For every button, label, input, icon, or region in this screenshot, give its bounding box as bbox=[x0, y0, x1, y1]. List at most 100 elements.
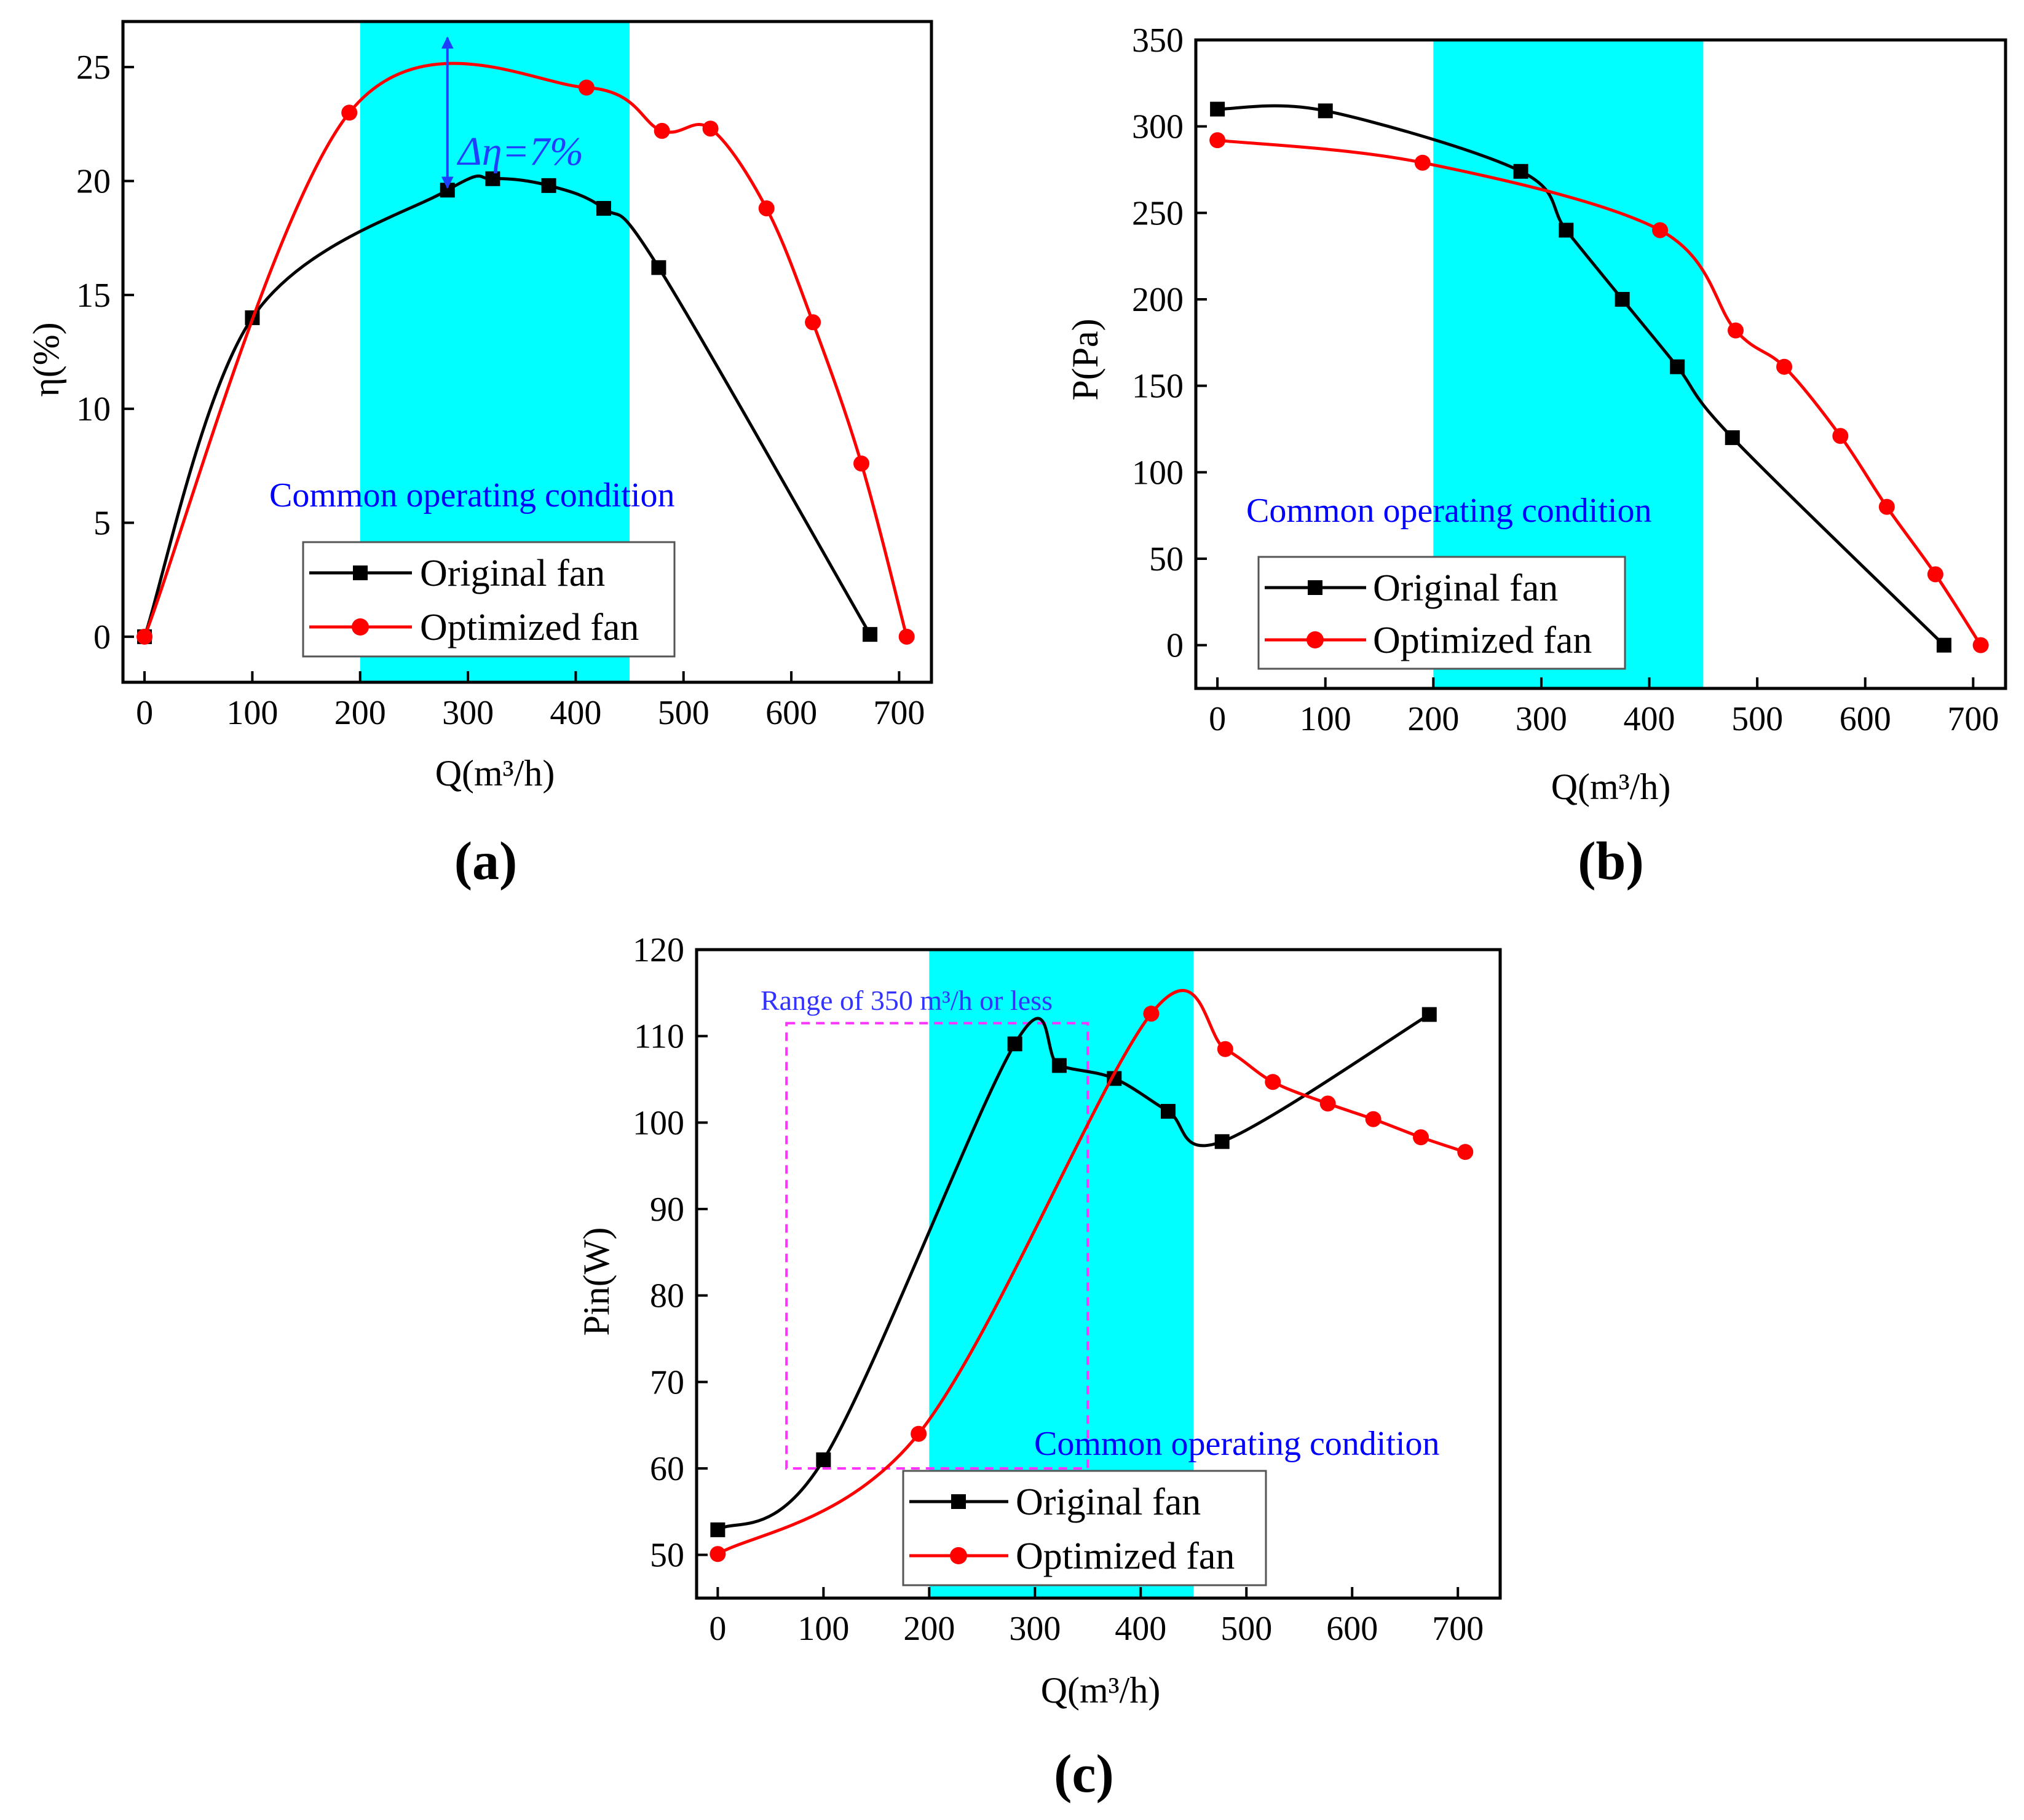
y-tick-label: 50 bbox=[650, 1537, 684, 1575]
panel-b: Common operating condition 0 100 200 300 400… bbox=[1065, 22, 2007, 891]
data-point-optimized-fan bbox=[1652, 222, 1669, 238]
x-tick-label: 0 bbox=[136, 694, 153, 732]
y-tick-label: 100 bbox=[633, 1104, 684, 1142]
y-tick-label: 5 bbox=[93, 505, 111, 543]
panel-c-label: (c) bbox=[1054, 1744, 1114, 1804]
y-tick-label: 0 bbox=[1166, 627, 1184, 665]
x-tick-label: 700 bbox=[1947, 700, 1999, 738]
panel-c: Range of 350 m³/h or less Common operati… bbox=[576, 931, 1502, 1804]
x-tick-label: 300 bbox=[442, 694, 494, 732]
data-point-original-fan bbox=[1725, 430, 1740, 446]
series-line-original-fan bbox=[1217, 104, 1945, 647]
data-point-optimized-fan bbox=[1972, 637, 1989, 653]
y-tick-label: 25 bbox=[76, 49, 111, 87]
x-tick-label: 200 bbox=[1407, 700, 1459, 738]
data-point-optimized-fan bbox=[710, 1546, 726, 1562]
data-point-original-fan bbox=[651, 260, 666, 275]
data-point-original-fan bbox=[485, 171, 500, 186]
data-point-original-fan bbox=[1051, 1058, 1067, 1073]
x-tick-label: 200 bbox=[334, 694, 386, 732]
y-tick-label: 0 bbox=[93, 618, 111, 656]
data-point-optimized-fan bbox=[1927, 566, 1943, 583]
data-point-optimized-fan bbox=[1209, 132, 1226, 149]
panel-c-legend-original-marker bbox=[951, 1494, 966, 1509]
panel-b-condition-label: Common operating condition bbox=[1246, 492, 1651, 530]
data-point-optimized-fan bbox=[1728, 322, 1744, 339]
panel-b-ylabel: P(Pa) bbox=[1065, 318, 1105, 400]
x-tick-label: 600 bbox=[765, 694, 817, 732]
panel-c-ylabel: Pin(W) bbox=[576, 1227, 617, 1336]
y-tick-label: 350 bbox=[1132, 22, 1184, 60]
panel-b-ticks: 0 100 200 300 400 500 600 700 0 50 100 150 200 250 300… bbox=[1132, 22, 1999, 738]
data-point-optimized-fan bbox=[1776, 358, 1793, 375]
y-tick-label: 50 bbox=[1149, 540, 1184, 578]
panel-c-legend-optimized-marker bbox=[950, 1547, 967, 1564]
panel-b-legend-box bbox=[1257, 556, 1626, 670]
data-point-optimized-fan bbox=[898, 628, 915, 645]
data-point-original-fan bbox=[1421, 1007, 1437, 1022]
data-point-optimized-fan bbox=[341, 104, 358, 121]
data-point-optimized-fan bbox=[1319, 1095, 1336, 1112]
x-tick-label: 100 bbox=[797, 1610, 849, 1648]
data-point-optimized-fan bbox=[1878, 498, 1895, 515]
panel-b-label: (b) bbox=[1578, 832, 1644, 891]
data-point-original-fan bbox=[596, 200, 611, 216]
panel-c-range-label: Range of 350 m³/h or less bbox=[761, 985, 1053, 1016]
panel-b-legend-optimized-label: Optimized fan bbox=[1373, 620, 1592, 661]
y-tick-label: 100 bbox=[1132, 454, 1184, 492]
data-point-optimized-fan bbox=[911, 1425, 927, 1442]
x-tick-label: 0 bbox=[709, 1610, 726, 1648]
data-point-original-fan bbox=[1670, 359, 1685, 374]
data-point-optimized-fan bbox=[1265, 1074, 1281, 1090]
panel-a-xlabel: Q(m³/h) bbox=[435, 753, 555, 794]
panel-b-legend-original-marker bbox=[1308, 580, 1322, 595]
y-tick-label: 20 bbox=[76, 162, 111, 200]
data-point-optimized-fan bbox=[1457, 1144, 1474, 1160]
x-tick-label: 0 bbox=[1209, 700, 1226, 738]
data-point-optimized-fan bbox=[1413, 1129, 1429, 1146]
panel-a-legend-box bbox=[302, 541, 676, 658]
data-point-optimized-fan bbox=[805, 314, 821, 331]
panel-a-legend-optimized-label: Optimized fan bbox=[420, 607, 639, 648]
panel-a-legend-original-label: Original fan bbox=[420, 553, 605, 594]
panel-b-curves bbox=[1209, 101, 1989, 653]
x-tick-label: 100 bbox=[1300, 700, 1351, 738]
panel-b-xlabel: Q(m³/h) bbox=[1551, 766, 1671, 807]
panel-c-frame bbox=[695, 948, 1502, 1600]
panel-c-legend: Original fan Optimized fan bbox=[902, 1470, 1267, 1586]
panel-b-legend-optimized-marker bbox=[1307, 631, 1324, 648]
panel-a-ticks: 0 100 200 300 400 500 600 700 0 5 10 15 20 25 bbox=[76, 49, 925, 732]
panel-c-ticks: 0 100 200 300 400 500 600 700 50 60 70 80 90 100 110 12… bbox=[633, 931, 1484, 1648]
x-tick-label: 300 bbox=[1516, 700, 1567, 738]
data-point-original-fan bbox=[710, 1522, 725, 1537]
panel-a-legend: Original fan Optimized fan bbox=[302, 541, 676, 658]
data-point-optimized-fan bbox=[1365, 1111, 1382, 1127]
x-tick-label: 400 bbox=[1624, 700, 1675, 738]
y-tick-label: 150 bbox=[1132, 368, 1184, 406]
data-point-optimized-fan bbox=[654, 122, 670, 139]
data-point-optimized-fan bbox=[758, 200, 775, 216]
series-line-optimized-fan bbox=[143, 61, 909, 637]
y-tick-label: 80 bbox=[650, 1277, 684, 1315]
panel-a-legend-original-marker bbox=[353, 565, 368, 580]
y-tick-label: 10 bbox=[76, 390, 111, 428]
data-point-optimized-fan bbox=[702, 120, 719, 137]
x-tick-label: 600 bbox=[1840, 700, 1891, 738]
data-point-optimized-fan bbox=[136, 628, 153, 645]
x-tick-label: 500 bbox=[1220, 1610, 1272, 1648]
x-tick-label: 500 bbox=[1731, 700, 1783, 738]
x-tick-label: 600 bbox=[1326, 1610, 1378, 1648]
data-point-optimized-fan bbox=[853, 455, 870, 472]
data-point-optimized-fan bbox=[1832, 428, 1849, 444]
panel-c-legend-optimized-label: Optimized fan bbox=[1016, 1535, 1235, 1577]
x-tick-label: 300 bbox=[1009, 1610, 1061, 1648]
y-tick-label: 90 bbox=[650, 1191, 684, 1229]
y-tick-label: 250 bbox=[1132, 194, 1184, 232]
data-point-original-fan bbox=[1214, 1134, 1230, 1149]
y-tick-label: 110 bbox=[634, 1018, 684, 1056]
panel-a-condition-label: Common operating condition bbox=[269, 476, 674, 514]
y-tick-label: 200 bbox=[1132, 281, 1184, 319]
panel-c-range-box bbox=[785, 1022, 1089, 1470]
y-tick-label: 70 bbox=[650, 1363, 684, 1401]
x-tick-label: 400 bbox=[550, 694, 601, 732]
